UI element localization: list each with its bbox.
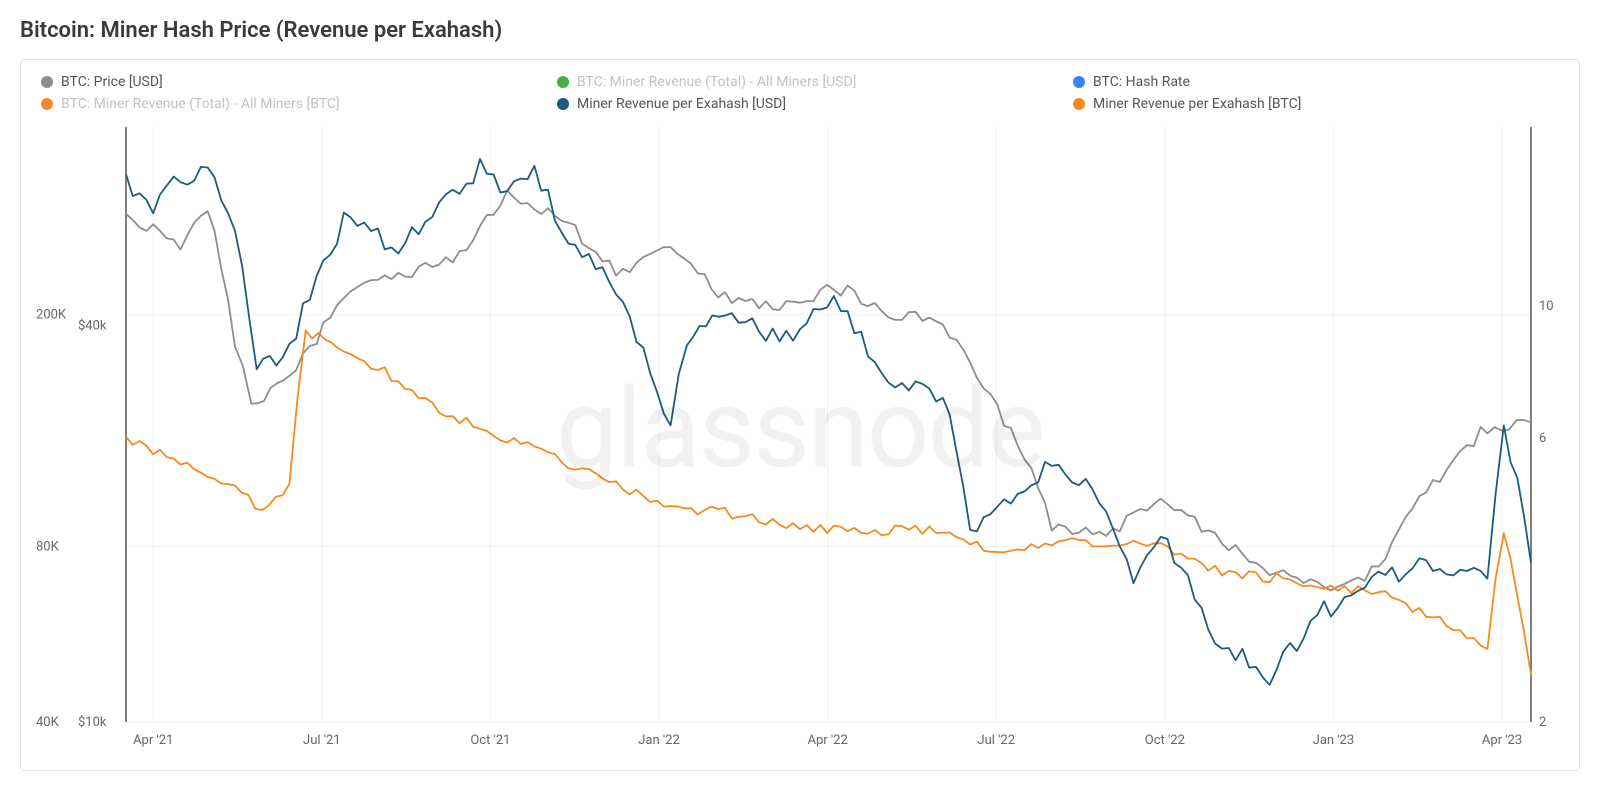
legend-label: Miner Revenue per Exahash [BTC] bbox=[1093, 96, 1301, 112]
legend-swatch bbox=[41, 76, 53, 88]
legend: BTC: Price [USD] BTC: Miner Revenue (Tota… bbox=[31, 70, 1569, 122]
legend-item[interactable]: BTC: Hash Rate bbox=[1073, 74, 1559, 90]
legend-swatch bbox=[1073, 98, 1085, 110]
svg-text:Jan '23: Jan '23 bbox=[1313, 733, 1355, 748]
svg-text:200K: 200K bbox=[36, 308, 67, 323]
svg-text:Jan '22: Jan '22 bbox=[638, 733, 680, 748]
svg-text:6: 6 bbox=[1539, 431, 1546, 446]
svg-text:Oct '21: Oct '21 bbox=[470, 733, 510, 748]
legend-item[interactable]: Miner Revenue per Exahash [BTC] bbox=[1073, 96, 1559, 112]
svg-text:Jul '22: Jul '22 bbox=[977, 733, 1015, 748]
plot-area[interactable]: glassnode 40K80K200K$10k$40k2610Apr '21J… bbox=[31, 122, 1569, 762]
legend-label: Miner Revenue per Exahash [USD] bbox=[577, 96, 786, 112]
svg-text:2: 2 bbox=[1539, 715, 1546, 730]
svg-text:10: 10 bbox=[1539, 299, 1554, 314]
svg-text:Oct '22: Oct '22 bbox=[1145, 733, 1185, 748]
svg-text:40K: 40K bbox=[36, 715, 60, 730]
svg-text:Apr '23: Apr '23 bbox=[1482, 733, 1522, 748]
svg-text:Jul '21: Jul '21 bbox=[303, 733, 341, 748]
svg-text:$10k: $10k bbox=[78, 715, 107, 730]
legend-item[interactable]: BTC: Miner Revenue (Total) - All Miners … bbox=[557, 74, 1043, 90]
legend-swatch bbox=[557, 76, 569, 88]
legend-swatch bbox=[41, 98, 53, 110]
legend-item[interactable]: Miner Revenue per Exahash [USD] bbox=[557, 96, 1043, 112]
legend-swatch bbox=[557, 98, 569, 110]
page-title: Bitcoin: Miner Hash Price (Revenue per E… bbox=[20, 18, 1580, 43]
legend-label: BTC: Miner Revenue (Total) - All Miners … bbox=[577, 74, 856, 90]
svg-text:Apr '22: Apr '22 bbox=[807, 733, 847, 748]
chart-container: BTC: Price [USD] BTC: Miner Revenue (Tota… bbox=[20, 59, 1580, 771]
svg-text:80K: 80K bbox=[36, 540, 60, 555]
legend-label: BTC: Price [USD] bbox=[61, 74, 163, 90]
legend-label: BTC: Miner Revenue (Total) - All Miners … bbox=[61, 96, 340, 112]
legend-swatch bbox=[1073, 76, 1085, 88]
legend-label: BTC: Hash Rate bbox=[1093, 74, 1190, 90]
svg-text:Apr '21: Apr '21 bbox=[133, 733, 173, 748]
svg-text:$40k: $40k bbox=[78, 318, 107, 333]
chart-svg: 40K 80K 200K $10k $40k 2 6 10 Apr '21 Jul '21 Oct … bbox=[31, 122, 1571, 762]
legend-item[interactable]: BTC: Miner Revenue (Total) - All Miners … bbox=[41, 96, 527, 112]
legend-item[interactable]: BTC: Price [USD] bbox=[41, 74, 527, 90]
